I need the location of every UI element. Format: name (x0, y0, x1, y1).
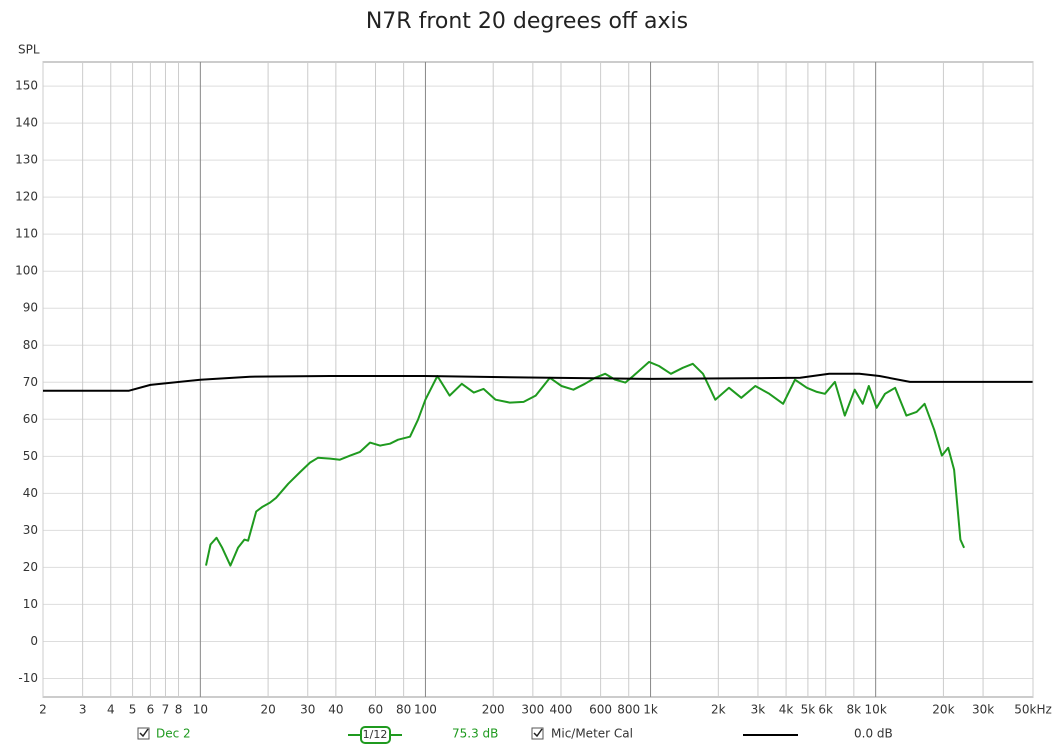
y-tick-label: 30 (23, 523, 38, 537)
x-tick-label: 3 (79, 703, 87, 717)
x-tick-label: 10 (193, 703, 208, 717)
y-tick-label: 40 (23, 486, 38, 500)
x-tick-label: 1k (643, 703, 658, 717)
y-tick-label: 70 (23, 375, 38, 389)
plot-area (42, 61, 1034, 698)
x-tick-label: 4 (107, 703, 115, 717)
y-tick-label: 110 (15, 227, 38, 241)
x-tick-label: 800 (617, 703, 640, 717)
x-tick-label: 6k (818, 703, 833, 717)
chart-title: N7R front 20 degrees off axis (366, 9, 688, 34)
x-tick-label: 20k (932, 703, 954, 717)
y-tick-label: 130 (15, 153, 38, 167)
y-axis-label: SPL (18, 43, 40, 57)
y-tick-label: 20 (23, 560, 38, 574)
series-line (205, 360, 966, 567)
y-tick-label: 50 (23, 449, 38, 463)
x-tick-label: 20 (260, 703, 275, 717)
legend-level: 0.0 dB (854, 727, 893, 741)
y-tick-label: 60 (23, 412, 38, 426)
checkbox[interactable] (531, 727, 544, 740)
x-tick-label: 30k (972, 703, 994, 717)
x-tick-label: 8 (175, 703, 183, 717)
x-tick-label: 4k (779, 703, 794, 717)
x-tick-label: 7 (162, 703, 170, 717)
legend-label: Dec 2 (156, 727, 191, 741)
y-tick-label: 0 (30, 634, 38, 648)
check-mark (533, 728, 543, 738)
y-tick-label: 10 (23, 597, 38, 611)
x-tick-label: 3k (751, 703, 766, 717)
x-tick-label: 5k (801, 703, 816, 717)
x-tick-label: 400 (550, 703, 573, 717)
y-tick-label: 120 (15, 190, 38, 204)
y-tick-label: 140 (15, 116, 38, 130)
legend: Dec 2 1/12 75.3 dB Mic/Meter Cal 0.0 dB (137, 726, 893, 744)
x-tick-label: 300 (521, 703, 544, 717)
y-tick-label: 150 (15, 79, 38, 93)
x-tick-label: 6 (147, 703, 155, 717)
x-tick-label: 40 (328, 703, 343, 717)
x-tick-label: 200 (482, 703, 505, 717)
x-tick-label: 80 (396, 703, 411, 717)
y-tick-label: -10 (18, 671, 38, 685)
y-tick-label: 90 (23, 301, 38, 315)
legend-level: 75.3 dB (452, 727, 498, 741)
x-tick-label: 5 (129, 703, 137, 717)
check-mark (139, 728, 149, 738)
x-tick-label: 10k (865, 703, 887, 717)
x-tick-label: 60 (368, 703, 383, 717)
x-tick-label: 30 (300, 703, 315, 717)
x-tick-label: 100 (414, 703, 437, 717)
x-tick-label: 2k (711, 703, 726, 717)
x-tick-label: 50kHz (1014, 703, 1052, 717)
checkbox[interactable] (137, 727, 150, 740)
x-tick-label: 8k (847, 703, 862, 717)
legend-label: Mic/Meter Cal (551, 727, 633, 741)
smoothing-label: 1/12 (363, 728, 388, 741)
x-tick-label: 2 (39, 703, 47, 717)
series-line (43, 372, 1033, 392)
x-tick-label: 600 (589, 703, 612, 717)
y-tick-label: 80 (23, 338, 38, 352)
y-tick-label: 100 (15, 264, 38, 278)
